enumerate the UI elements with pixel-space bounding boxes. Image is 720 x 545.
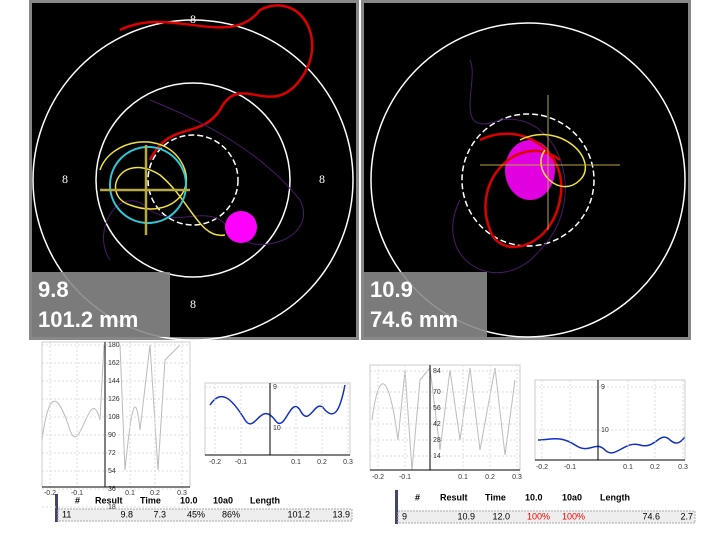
y-tick-label: 28 <box>433 437 441 444</box>
trace-line <box>41 344 181 471</box>
y-tick-label: 144 <box>108 378 120 385</box>
y-tick-label: 10 <box>273 425 281 432</box>
y-tick-label: 9 <box>601 384 605 391</box>
x-tick-label: 0.2 <box>485 474 495 481</box>
y-tick-label: 10 <box>601 427 609 434</box>
y-tick-label: 72 <box>108 450 116 457</box>
cell: 11 <box>62 509 71 519</box>
y-tick-label: 70 <box>433 389 441 396</box>
y-tick-label: 54 <box>108 468 116 475</box>
column-header: Result <box>95 495 123 505</box>
y-tick-label: 56 <box>433 405 441 412</box>
x-tick-label: -0.1 <box>399 474 411 481</box>
cell: 9 <box>402 511 407 521</box>
left-table <box>55 494 353 522</box>
x-tick-label: 0.3 <box>678 464 688 471</box>
cell: 2.7 <box>680 511 693 521</box>
x-tick-label: -0.2 <box>536 464 548 471</box>
y-tick-label: 180 <box>108 342 120 349</box>
length: 74.6 mm <box>370 307 458 332</box>
column-header: 10a0 <box>562 492 582 502</box>
cell: 13.9 <box>332 509 350 519</box>
ring-label: 8 <box>190 12 196 26</box>
cell: 100% <box>527 511 550 521</box>
column-header: Time <box>140 495 161 505</box>
column-header: Length <box>600 492 630 502</box>
x-tick-label: 0.1 <box>125 490 135 497</box>
result: 9.8 <box>38 277 69 302</box>
trace-line <box>371 366 516 471</box>
x-tick-label: 0.3 <box>177 490 187 497</box>
cell: 7.3 <box>153 509 166 519</box>
chart-frame <box>369 364 521 471</box>
x-tick-label: -0.1 <box>71 490 83 497</box>
x-tick-label: -0.2 <box>209 459 221 466</box>
x-tick-label: -0.1 <box>235 459 247 466</box>
x-tick-label: 0.3 <box>343 459 353 466</box>
x-tick-label: 0.1 <box>623 464 633 471</box>
x-tick-label: -0.2 <box>44 490 56 497</box>
cell: 45% <box>187 509 205 519</box>
cell: 74.6 <box>642 511 660 521</box>
y-tick-label: 18 <box>108 504 116 511</box>
result: 10.9 <box>370 277 413 302</box>
x-tick-label: -0.2 <box>372 474 384 481</box>
y-tick-label: 14 <box>433 453 441 460</box>
y-tick-label: 126 <box>108 396 120 403</box>
y-tick-label: 90 <box>108 432 116 439</box>
column-header: Time <box>485 492 506 502</box>
ring-label: 8 <box>62 172 68 186</box>
column-header: Result <box>440 492 468 502</box>
column-header: 10a0 <box>213 495 233 505</box>
chart-frame <box>204 382 351 456</box>
cell: 100% <box>562 511 585 521</box>
column-header: # <box>415 492 420 502</box>
ring-label: 8 <box>319 172 325 186</box>
x-tick-label: -0.1 <box>564 464 576 471</box>
length: 101.2 mm <box>38 307 138 332</box>
y-tick-label: 42 <box>433 421 441 428</box>
cell: 9.8 <box>120 509 133 519</box>
right-table <box>395 490 696 524</box>
y-tick-label: 9 <box>273 384 277 391</box>
cell: 86% <box>222 509 240 519</box>
cell: 10.9 <box>457 511 475 521</box>
column-header: Length <box>250 495 280 505</box>
ring-label: 8 <box>190 297 196 311</box>
chart-frame <box>534 379 686 461</box>
y-tick-label: 84 <box>433 368 441 375</box>
x-tick-label: 0.2 <box>150 490 160 497</box>
y-tick-label: 108 <box>108 414 120 421</box>
x-tick-label: 0.1 <box>291 459 301 466</box>
score-line <box>537 436 686 454</box>
x-tick-label: 0.3 <box>512 474 522 481</box>
x-tick-label: 0.2 <box>650 464 660 471</box>
right-target: 10.9 74.6 mm <box>361 0 691 340</box>
score-line <box>209 384 346 425</box>
cell: 12.0 <box>492 511 510 521</box>
column-header: # <box>75 495 80 505</box>
y-tick-label: 36 <box>108 486 116 493</box>
left-target: 8 8 8 8 9.8 101.2 mm <box>29 0 359 341</box>
y-tick-label: 162 <box>108 360 120 367</box>
x-tick-label: 0.1 <box>458 474 468 481</box>
x-tick-label: 0.2 <box>317 459 327 466</box>
column-header: 10.0 <box>525 492 543 502</box>
column-header: 10.0 <box>180 495 198 505</box>
cell: 101.2 <box>287 509 310 519</box>
